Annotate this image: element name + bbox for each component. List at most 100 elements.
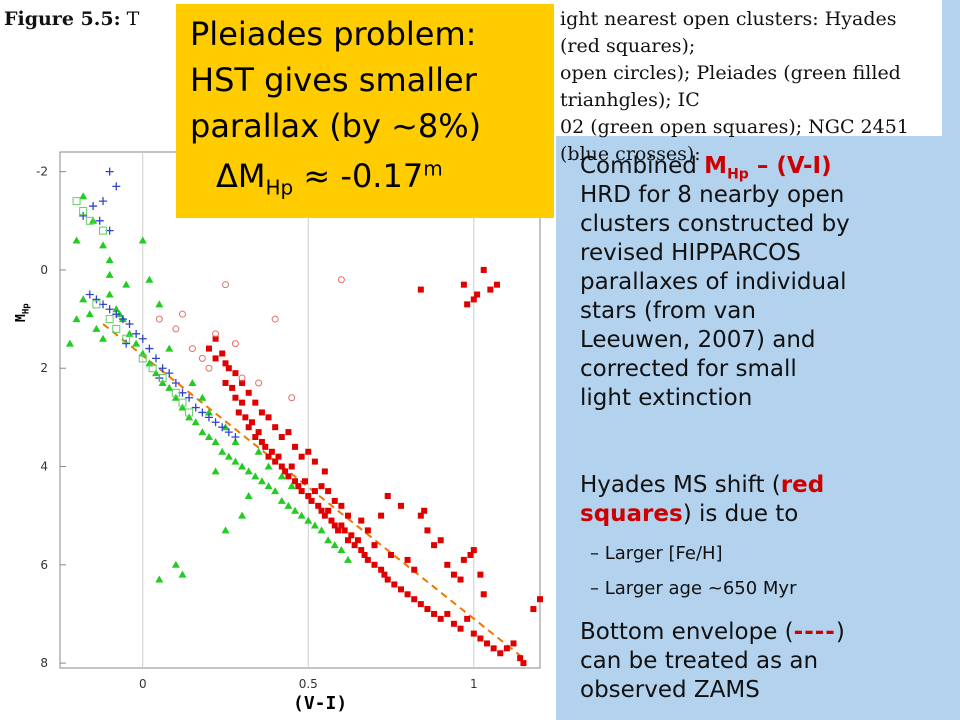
pleiades-point — [211, 437, 220, 445]
y-axis-label: MHp — [14, 303, 32, 322]
pleiades-point — [198, 393, 207, 401]
open-circles-point — [238, 374, 246, 382]
paragraph-combined-hrd: Combined MHp – (V-I) HRD for 8 nearby op… — [580, 153, 850, 411]
hyades-point — [470, 630, 477, 637]
ngc-2451-point — [112, 182, 121, 191]
x-axis-label: (V-I) — [293, 693, 348, 714]
hyades-point — [325, 488, 332, 495]
pleiades-point — [204, 433, 213, 441]
hyades-point — [474, 291, 481, 298]
hyades-point — [249, 419, 255, 426]
pleiades-point — [85, 310, 94, 318]
hyades-point — [245, 389, 252, 396]
pleiades-point — [72, 236, 81, 244]
hyades-point — [437, 615, 444, 622]
pleiades-point — [171, 393, 180, 401]
ngc-2451-point — [198, 408, 207, 417]
hyades-point — [311, 458, 318, 465]
y-tick-label: 0 — [40, 263, 48, 277]
pleiades-point — [238, 462, 247, 470]
caption-fragment-2: ight nearest open clusters: Hyades (red … — [560, 8, 897, 57]
hyades-point — [338, 522, 345, 529]
callout-line-4: ΔMHp ≈ -0.17m — [216, 156, 443, 200]
open-circles-point — [231, 340, 239, 348]
ic-point — [138, 354, 147, 363]
hyades-point — [487, 286, 494, 293]
hyades-point — [265, 453, 272, 460]
hyades-point — [503, 645, 510, 652]
open-circles-point — [178, 310, 186, 318]
pleiades-point — [105, 270, 114, 278]
bullet-larger-feh: – Larger [Fe/H] — [590, 543, 723, 564]
hyades-point — [417, 286, 424, 293]
hyades-point — [464, 301, 471, 308]
hyades-point — [258, 438, 265, 445]
pleiades-point — [221, 526, 230, 534]
ngc-2451-point — [112, 310, 121, 319]
pleiades-point — [291, 506, 300, 514]
hyades-point — [285, 429, 292, 436]
pleiades-point — [277, 496, 286, 504]
open-circles-point — [212, 330, 220, 338]
hyades-point — [378, 566, 385, 573]
hyades-point — [275, 453, 282, 460]
pleiades-point — [264, 482, 273, 490]
hyades-point — [282, 468, 289, 475]
hyades-point — [245, 424, 252, 431]
hyades-point — [338, 502, 345, 509]
pleiades-point — [79, 295, 88, 303]
hyades-point — [278, 434, 285, 441]
hyades-point — [239, 379, 246, 386]
hyades-point — [537, 596, 543, 603]
hyades-point — [258, 409, 265, 416]
ngc-2451-point — [132, 329, 141, 338]
hyades-point — [477, 635, 484, 642]
ngc-2451-point — [211, 418, 220, 427]
pleiades-point — [238, 511, 247, 519]
pleiades-point — [297, 511, 306, 519]
hyades-point — [460, 281, 467, 288]
pleiades-point — [105, 256, 114, 264]
ic-point — [92, 300, 101, 309]
pleiades-point — [158, 378, 167, 386]
hyades-point — [311, 488, 318, 495]
hyades-point — [450, 571, 457, 578]
hyades-point — [424, 527, 431, 534]
hyades-point — [242, 414, 249, 421]
hyades-point — [431, 610, 438, 617]
pleiades-point — [231, 437, 240, 445]
hyades-point — [480, 266, 487, 273]
hyades-point — [331, 522, 338, 529]
ic-point — [158, 374, 167, 383]
pleiades-point — [155, 575, 164, 583]
hyades-point — [520, 660, 527, 667]
ic-point — [112, 324, 121, 333]
callout-line-1: Pleiades problem: — [190, 15, 477, 53]
ngc-2451-point — [79, 211, 88, 220]
ngc-2451-point — [89, 202, 98, 211]
ngc-2451-point — [145, 344, 154, 353]
pleiades-problem-callout: Pleiades problem: HST gives smaller para… — [176, 4, 554, 218]
pleiades-point — [171, 560, 180, 568]
open-circles-point — [288, 394, 296, 402]
hyades-point — [341, 527, 348, 534]
pleiades-point — [244, 492, 253, 499]
y-tick-label: 8 — [40, 656, 48, 670]
hyades-point — [272, 424, 279, 431]
plot-frame — [59, 151, 541, 669]
hyades-point — [457, 576, 464, 583]
hyades-point — [371, 561, 378, 568]
open-circles-point — [155, 315, 163, 323]
pleiades-point — [185, 413, 194, 421]
hyades-point — [252, 434, 259, 441]
ngc-2451-point — [204, 413, 213, 422]
pleiades-point — [198, 428, 207, 436]
hyades-point — [292, 443, 299, 450]
hyades-point — [222, 360, 229, 367]
open-circles-point — [172, 325, 180, 333]
hyades-point — [417, 512, 424, 519]
hyades-point — [404, 556, 411, 563]
hyades-point — [417, 601, 424, 608]
hyades-point — [530, 606, 537, 613]
open-circles-point — [198, 354, 206, 362]
